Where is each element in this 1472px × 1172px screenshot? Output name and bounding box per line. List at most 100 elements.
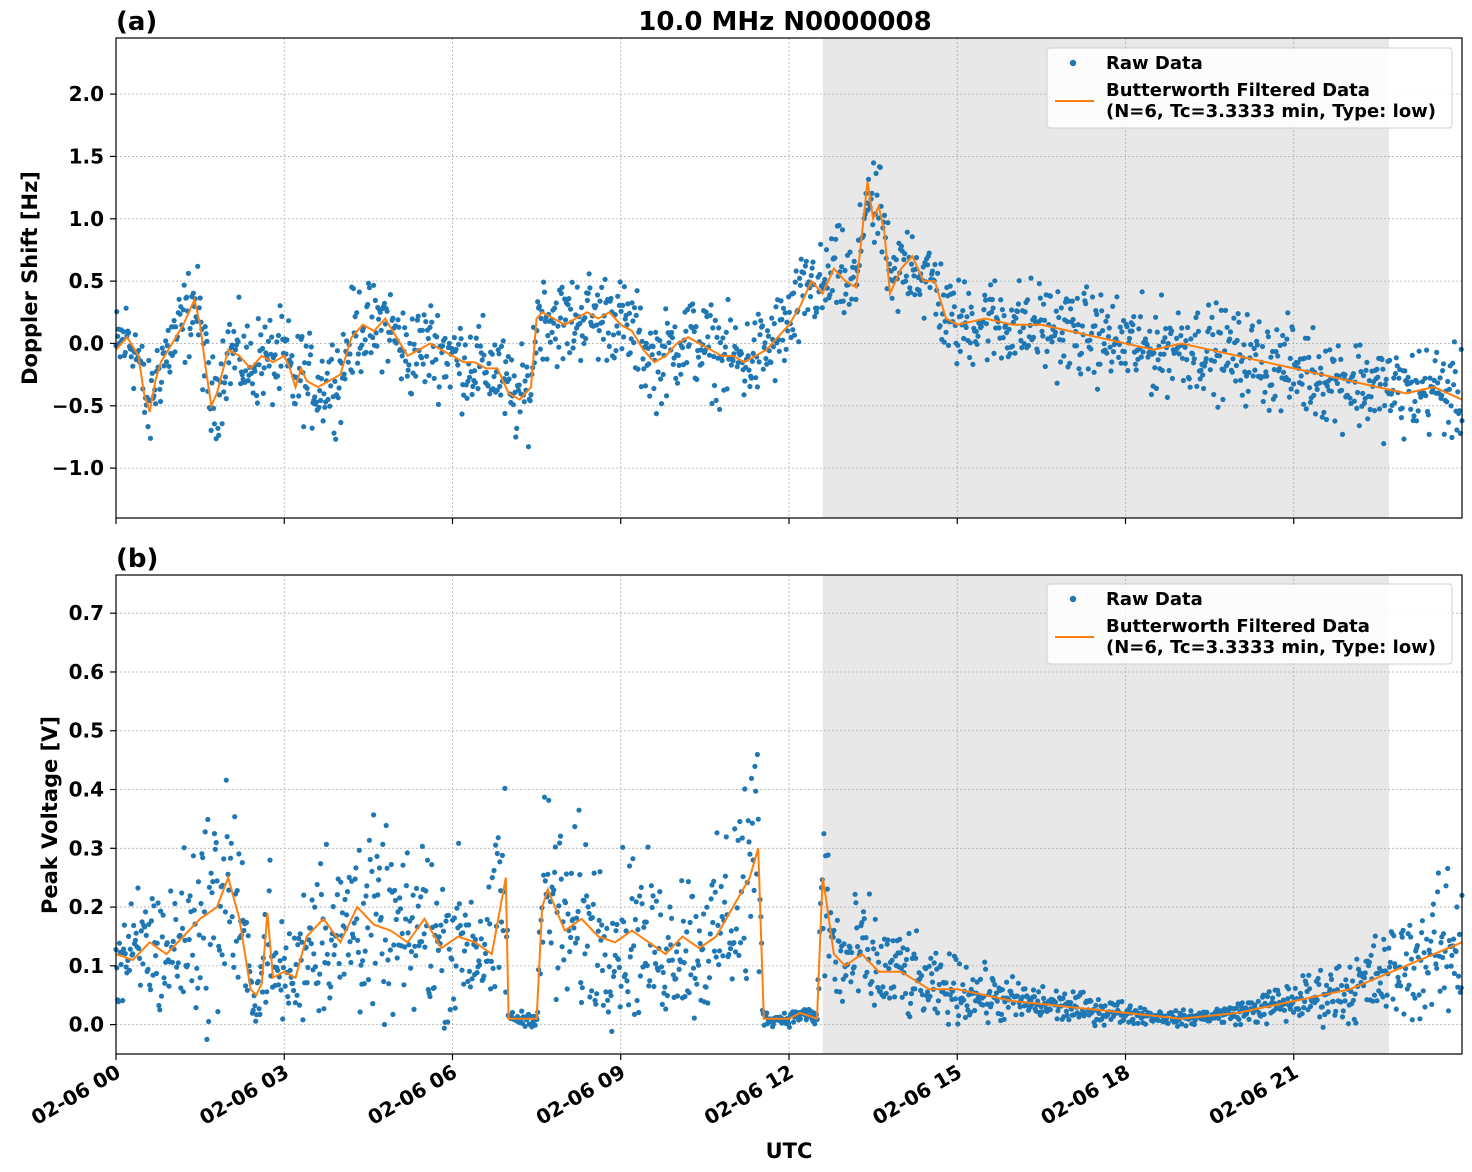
raw-point <box>491 867 497 874</box>
raw-point <box>893 257 899 263</box>
raw-point <box>657 338 663 344</box>
raw-point <box>878 943 884 950</box>
raw-point <box>708 896 714 902</box>
raw-point <box>363 349 369 355</box>
raw-point <box>149 370 155 376</box>
raw-point <box>277 303 283 309</box>
raw-point <box>318 861 324 867</box>
raw-point <box>340 331 346 337</box>
raw-point <box>651 385 657 392</box>
raw-point <box>862 973 868 979</box>
raw-point <box>1291 381 1297 387</box>
raw-point <box>829 288 836 294</box>
raw-point <box>727 946 734 952</box>
raw-point <box>264 961 271 967</box>
raw-point <box>524 364 530 370</box>
raw-point <box>1100 328 1106 334</box>
raw-point <box>670 972 676 978</box>
raw-point <box>397 895 403 901</box>
raw-point <box>319 940 325 946</box>
raw-point <box>541 872 547 878</box>
raw-point <box>608 993 614 999</box>
raw-point <box>924 989 931 995</box>
raw-point <box>631 340 637 346</box>
raw-point <box>967 1009 974 1016</box>
raw-point <box>626 1002 632 1008</box>
raw-point <box>951 980 957 986</box>
raw-point <box>433 357 439 363</box>
raw-point <box>875 230 881 236</box>
raw-point <box>750 350 756 356</box>
raw-point <box>797 282 804 288</box>
raw-point <box>286 1000 292 1006</box>
raw-point <box>605 1009 612 1015</box>
y-tick-label-a-0: 2.0 <box>69 82 104 106</box>
raw-point <box>926 250 932 256</box>
raw-point <box>375 892 381 898</box>
raw-point <box>544 356 550 362</box>
raw-point <box>1278 408 1284 414</box>
raw-point <box>317 971 323 977</box>
raw-point <box>1124 324 1130 330</box>
raw-point <box>499 852 505 859</box>
raw-point <box>1019 1011 1025 1018</box>
raw-point <box>711 878 717 884</box>
raw-point <box>179 890 185 896</box>
raw-point <box>1094 386 1101 392</box>
raw-point <box>288 360 294 366</box>
raw-point <box>935 998 942 1004</box>
raw-point <box>1446 386 1452 392</box>
raw-point <box>324 951 330 957</box>
raw-point <box>974 341 980 347</box>
raw-point <box>1133 367 1139 373</box>
raw-point <box>275 967 281 974</box>
raw-point <box>147 982 153 988</box>
raw-point <box>584 297 591 303</box>
raw-point <box>365 925 371 931</box>
raw-point <box>720 953 726 959</box>
raw-point <box>1368 394 1374 400</box>
panel-b: 0.70.60.50.40.30.20.10.0 02-06 00 02-06 0… <box>27 544 1465 1130</box>
raw-point <box>328 937 335 943</box>
raw-point <box>864 969 870 976</box>
raw-point <box>200 387 206 393</box>
raw-point <box>1053 988 1059 994</box>
y-tick-label-a-6: −1.0 <box>52 456 104 480</box>
raw-point <box>154 347 160 354</box>
raw-point <box>697 940 703 947</box>
raw-point <box>441 1025 447 1031</box>
raw-point <box>780 337 786 343</box>
raw-point <box>626 863 633 869</box>
raw-point <box>722 873 729 879</box>
raw-point <box>414 317 420 323</box>
raw-point <box>477 962 483 968</box>
raw-point <box>904 947 910 953</box>
raw-point <box>1078 350 1085 356</box>
raw-point <box>940 292 947 298</box>
raw-point <box>219 952 225 958</box>
raw-point <box>1338 356 1344 362</box>
raw-point <box>321 391 327 397</box>
raw-point <box>741 935 747 941</box>
raw-point <box>707 312 713 318</box>
raw-point <box>828 910 834 916</box>
raw-point <box>1047 293 1053 299</box>
raw-point <box>1409 1017 1415 1023</box>
raw-point <box>1067 360 1073 366</box>
raw-point <box>1087 337 1093 343</box>
raw-point <box>306 360 312 366</box>
raw-point <box>650 343 656 350</box>
raw-point <box>372 297 378 303</box>
raw-point <box>308 344 314 350</box>
raw-point <box>1262 389 1268 395</box>
raw-point <box>1122 360 1128 366</box>
raw-point <box>347 939 353 945</box>
raw-point <box>206 360 212 366</box>
raw-point <box>1288 386 1294 392</box>
raw-point <box>1423 393 1429 399</box>
raw-point <box>321 1006 327 1012</box>
raw-point <box>1424 936 1430 942</box>
raw-point <box>145 424 151 430</box>
raw-point <box>728 362 734 368</box>
raw-point <box>1084 284 1090 290</box>
